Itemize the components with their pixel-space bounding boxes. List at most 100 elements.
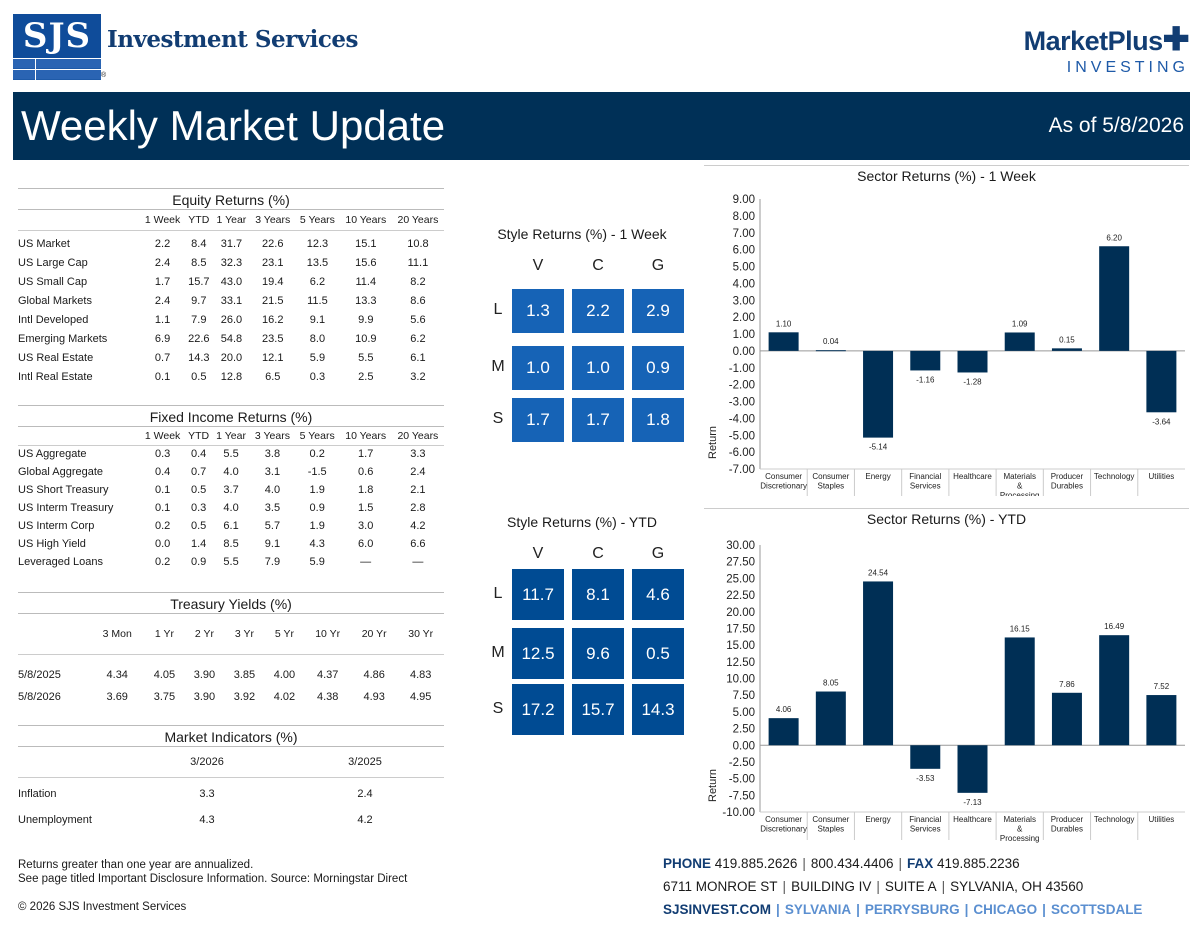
y-tick-label: 4.00 xyxy=(733,278,755,290)
x-tick-label: Durables xyxy=(1051,482,1083,491)
location-link-perrysburg[interactable]: PERRYSBURG xyxy=(864,902,960,917)
marketplus-logo: MarketPlus✚ INVESTING xyxy=(979,23,1190,84)
style-row-header: S xyxy=(492,699,504,717)
x-tick-label: Technology xyxy=(1094,815,1134,824)
y-tick-label: 30.00 xyxy=(726,540,755,552)
table-cell: — xyxy=(412,556,424,568)
website-link[interactable]: SJSINVEST.COM xyxy=(663,902,772,917)
x-tick-label: Staples xyxy=(817,482,844,491)
table-cell: 15.7 xyxy=(188,275,210,288)
column-header: 5 Years xyxy=(294,427,340,446)
bar xyxy=(1099,246,1130,351)
table-cell: 3.85 xyxy=(233,669,256,682)
row-label: US Large Cap xyxy=(18,256,88,269)
table-cell: 5.5 xyxy=(223,448,239,461)
table-cell: 0.2 xyxy=(154,520,171,532)
data-label: 7.52 xyxy=(1154,682,1170,691)
table-cell: 9.7 xyxy=(191,294,207,307)
table-cell: 13.3 xyxy=(355,294,377,307)
table-cell: 4.0 xyxy=(223,466,239,478)
table-cell: 3.8 xyxy=(264,448,281,461)
style-cell: 11.7 xyxy=(512,569,564,620)
table-cell: 6.1 xyxy=(223,520,239,532)
table-cell: 22.6 xyxy=(262,237,284,250)
location-link-chicago[interactable]: CHICAGO xyxy=(973,902,1038,917)
column-header: 3 Yr xyxy=(224,614,265,655)
table-cell: 2.5 xyxy=(358,370,374,383)
table-cell: 4.83 xyxy=(410,669,432,682)
data-label: -5.14 xyxy=(869,443,888,452)
style-cell: 0.9 xyxy=(632,346,684,390)
style-cell: 1.7 xyxy=(512,398,564,442)
row-label: US High Yield xyxy=(18,538,86,550)
bar xyxy=(910,745,941,769)
row-label: 5/8/2025 xyxy=(18,669,61,682)
table-cell: 5.9 xyxy=(309,556,325,568)
bar xyxy=(863,350,894,438)
x-tick-label: Consumer xyxy=(765,815,802,824)
table-cell: 6.9 xyxy=(154,332,171,345)
y-tick-label: -4.00 xyxy=(729,413,755,425)
table-cell: 0.3 xyxy=(309,370,326,383)
data-label: 24.54 xyxy=(868,568,889,577)
table-row: US Large Cap 2.4 8.5 32.3 23.1 13.5 15.6 11.1 xyxy=(18,253,444,272)
x-tick-label: Utilities xyxy=(1148,472,1174,481)
table-cell: 4.2 xyxy=(410,520,426,532)
row-label: Leveraged Loans xyxy=(18,556,104,568)
data-label: 16.49 xyxy=(1104,622,1125,631)
table-cell: 8.5 xyxy=(191,256,207,269)
column-header: 30 Yr xyxy=(397,614,444,655)
column-header: 1 Yr xyxy=(144,614,185,655)
table-cell: 16.2 xyxy=(262,313,284,326)
row-label: Intl Developed xyxy=(18,313,89,326)
table-cell: 0.2 xyxy=(309,448,325,461)
bar xyxy=(910,350,941,371)
bar xyxy=(863,581,894,746)
x-tick-label: & xyxy=(1017,482,1023,491)
row-label: US Real Estate xyxy=(18,351,94,364)
table-cell: 1.4 xyxy=(190,538,207,550)
row-label: US Short Treasury xyxy=(18,484,109,496)
address-suite: SUITE A xyxy=(884,879,937,894)
table-row: Unemployment 4.3 4.2 xyxy=(18,807,444,833)
copyright: © 2026 SJS Investment Services xyxy=(18,901,187,913)
table-cell: 11.5 xyxy=(307,294,328,307)
data-label: -1.16 xyxy=(916,375,935,384)
row-label: US Interm Corp xyxy=(18,520,95,532)
phone-label: PHONE xyxy=(663,856,712,871)
table-row: US High Yield 0.0 1.4 8.5 9.1 4.3 6.0 6.6 xyxy=(18,535,444,553)
style-box-ytd: Style Returns (%) - YTD V C G L 11.7 8.1 4.6 M 12… xyxy=(474,514,690,739)
table-cell: 9.9 xyxy=(358,313,374,326)
location-link-scottsdale[interactable]: SCOTTSDALE xyxy=(1050,902,1143,917)
column-header: 1 Week xyxy=(140,210,186,231)
table-cell: 8.5 xyxy=(223,538,239,550)
table-cell: 1.1 xyxy=(154,313,171,326)
table-cell: 2.8 xyxy=(410,502,426,514)
table-cell: 4.0 xyxy=(223,502,239,514)
bar xyxy=(957,350,988,373)
page-title: Weekly Market Update xyxy=(21,102,446,149)
table-cell: 0.5 xyxy=(190,484,207,496)
column-header: 3 Years xyxy=(250,427,295,446)
table-cell: 4.37 xyxy=(316,669,339,682)
style-cell: 2.2 xyxy=(572,289,624,333)
data-label: 8.05 xyxy=(823,679,839,688)
y-tick-label: 1.00 xyxy=(733,329,755,341)
table-cell: 0.1 xyxy=(154,370,171,383)
sector-chart-ytd-svg: 30.00 27.50 25.00 22.50 20.00 17.50 15.00 12.50… xyxy=(707,540,1185,843)
x-tick-label: Services xyxy=(910,825,941,834)
table-cell: 2.4 xyxy=(410,466,426,478)
table-row: US Interm Treasury 0.1 0.3 4.0 3.5 0.9 1.5 2.8 xyxy=(18,499,444,517)
y-tick-label: -7.50 xyxy=(729,790,755,802)
table-cell: 4.95 xyxy=(410,691,432,703)
table-cell: 0.3 xyxy=(190,502,207,514)
y-tick-label: 7.50 xyxy=(733,690,755,702)
table-cell: 3.90 xyxy=(193,669,216,682)
location-link-sylvania[interactable]: SYLVANIA xyxy=(784,902,852,917)
table-cell: 0.4 xyxy=(190,448,207,461)
table-cell: 3.5 xyxy=(264,502,281,514)
table-cell: 6.6 xyxy=(410,538,426,550)
y-tick-label: 20.00 xyxy=(726,607,755,619)
y-tick-label: 15.00 xyxy=(726,640,755,652)
data-label: -1.28 xyxy=(963,377,982,386)
